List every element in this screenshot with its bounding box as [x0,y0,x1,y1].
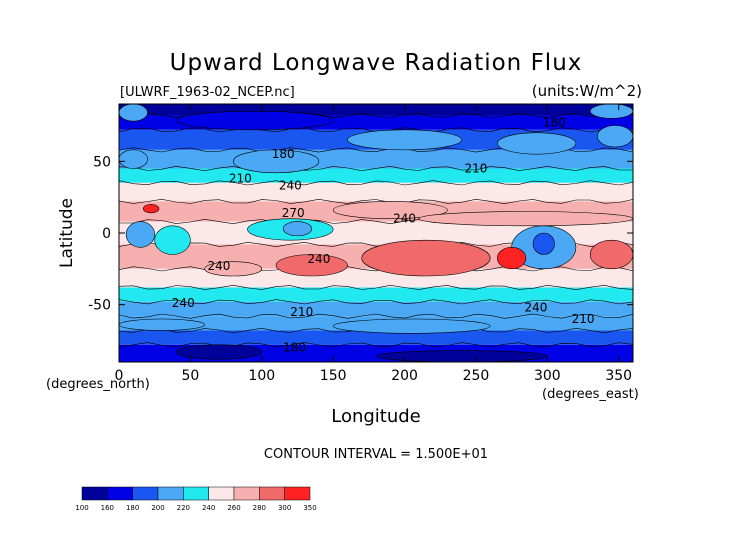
x-tick-label: 150 [320,368,347,384]
colorbar-swatch [81,486,108,501]
field-anomaly-5 [597,125,633,148]
field-anomaly-23 [332,318,491,334]
chart-title: Upward Longwave Radiation Flux [170,50,583,76]
contour-label: 210 [229,172,252,186]
x-tick-label: 300 [534,368,561,384]
contour-label: 210 [572,312,595,326]
contour-line-4 [119,165,633,172]
field-anomaly-19 [204,261,263,277]
x-tick-label: 200 [391,368,418,384]
latitude-band-4 [119,168,633,183]
field-anomaly-6 [232,149,320,174]
contour-label: 240 [307,252,330,266]
plot-area [118,103,634,363]
field-anomaly-1 [589,104,633,119]
contour-interval: CONTOUR INTERVAL = 1.500E+01 [264,447,488,462]
contour-line-2 [119,127,633,133]
latitude-band-9 [119,268,633,288]
field-anomaly-4 [497,132,577,155]
contour-line-11 [119,299,633,305]
colorbar-swatch [132,486,159,501]
latitude-band-11 [119,301,633,317]
field-anomaly-15 [361,239,491,277]
x-tick-label: 250 [463,368,490,384]
latitude-band-5 [119,182,633,202]
colorbar-swatch [208,486,235,501]
x-tick-label: 0 [115,368,124,384]
latitude-band-10 [119,287,633,302]
colorbar-level-label: 280 [253,504,266,512]
colorbar-level-label: 220 [177,504,190,512]
contour-line-10 [119,284,633,291]
contour-label: 210 [464,162,487,176]
contour-label: 240 [524,301,547,315]
colorbar-swatch [183,486,209,501]
x-tick-label: 50 [181,368,199,384]
field-anomaly-8 [125,221,155,248]
colorbar-swatch [107,486,133,501]
field-anomaly-24 [175,344,263,360]
radiation-field [119,104,633,362]
contour-label: 240 [279,179,302,193]
field-anomaly-25 [375,350,548,362]
contour-line-5 [119,180,633,186]
field-anomaly-13 [532,232,555,255]
contour-label: 210 [290,305,313,319]
contour-line-14 [119,342,633,348]
y-axis-units: (degrees_north) [46,377,150,392]
field-anomaly-2 [175,110,334,131]
latitude-band-13 [119,330,633,345]
colorbar-swatch [157,486,184,501]
contour-label: 240 [393,212,416,226]
contour-label-group: 180 180 210 240 210 270 240 240 240 240 240 210 210 1… [172,116,595,355]
contour-line-12 [119,313,633,319]
contour-label: 240 [172,296,195,310]
y-tick-label: 50 [93,154,111,170]
x-tick-label: 350 [605,368,632,384]
colorbar: 100 160 180 200 220 240 260 280 300 350 [75,486,317,512]
y-axis-label: Latitude [57,198,77,268]
y-tick-label: -50 [88,298,111,314]
contour-label: 180 [283,341,306,355]
colorbar-level-label: 350 [303,504,316,512]
contour-label: 180 [543,116,566,130]
latitude-band-0 [119,104,633,116]
colorbar-level-label: 160 [101,504,114,512]
colorbar-swatch [284,486,311,501]
field-anomaly-21 [418,211,633,227]
contour-label: 180 [272,147,295,161]
field-anomaly-11 [282,221,313,237]
field-anomaly-22 [119,318,205,331]
x-axis-label: Longitude [331,406,421,427]
colorbar-swatch [259,486,285,501]
field-anomaly-20 [332,201,448,219]
field-anomaly-18 [275,254,348,277]
field-anomaly-0 [119,104,148,122]
field-anomaly-7 [119,149,148,169]
file-label: [ULWRF_1963-02_NCEP.nc] [120,85,295,100]
field-anomaly-16 [497,247,527,270]
y-tick-label: 0 [102,226,111,242]
colorbar-level-label: 180 [126,504,139,512]
units-label: (units:W/m^2) [532,82,642,100]
colorbar-level-label: 200 [151,504,164,512]
contour-label: 240 [207,259,230,273]
field-anomaly-17 [589,239,633,270]
axes: 0 50 100 150 200 250 300 350 -50 0 50 [88,104,633,384]
latitude-band-7 [119,221,633,245]
colorbar-level-label: 260 [227,504,240,512]
field-anomaly-9 [154,225,191,255]
colorbar-level-label: 100 [75,504,88,512]
colorbar-level-label: 240 [202,504,215,512]
x-tick-label: 100 [248,368,275,384]
contour-line-6 [119,198,633,205]
x-axis-units: (degrees_east) [542,387,639,402]
field-anomaly-14 [142,204,160,214]
colorbar-swatch [233,486,260,501]
contour-label: 270 [282,206,305,220]
colorbar-level-label: 300 [278,504,291,512]
field-anomaly-3 [347,129,462,151]
